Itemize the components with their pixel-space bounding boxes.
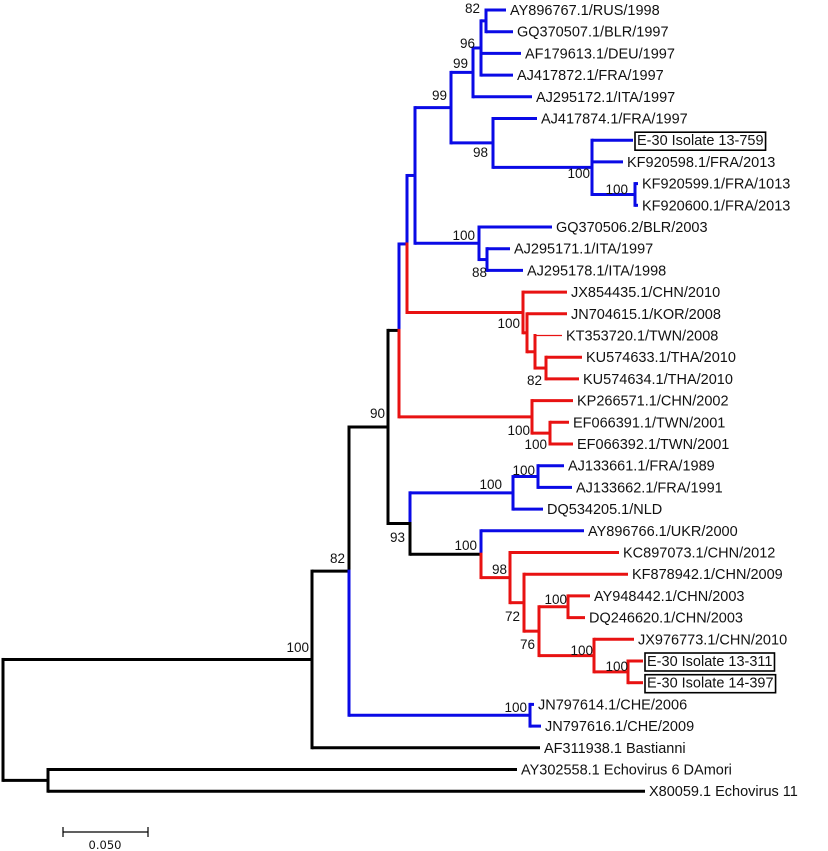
bootstrap-value: 100 xyxy=(544,592,567,607)
bootstrap-value: 82 xyxy=(527,373,542,388)
bootstrap-value: 100 xyxy=(479,477,502,492)
leaf-label: AJ295178.1/ITA/1998 xyxy=(527,263,666,279)
leaf-label: KF920599.1/FRA/1013 xyxy=(642,177,790,193)
leaf-label: AY896767.1/RUS/1998 xyxy=(510,3,660,19)
bootstrap-value: 100 xyxy=(454,538,477,553)
leaf-label: GQ370507.1/BLR/1997 xyxy=(517,25,669,41)
leaf-label: AF179613.1/DEU/1997 xyxy=(525,46,675,62)
leaf-label: AJ417872.1/FRA/1997 xyxy=(517,68,664,84)
bootstrap-value: 100 xyxy=(570,643,593,658)
leaf-label: AJ417874.1/FRA/1997 xyxy=(541,112,688,128)
bootstrap-value: 100 xyxy=(524,437,547,452)
bootstrap-value: 82 xyxy=(330,551,345,566)
leaf-label: KF878942.1/CHN/2009 xyxy=(632,567,783,583)
isolate-highlight-box xyxy=(644,652,776,672)
leaf-label: JX854435.1/CHN/2010 xyxy=(571,285,720,301)
leaf-label: AJ295171.1/ITA/1997 xyxy=(514,242,653,258)
leaf-label: KU574633.1/THA/2010 xyxy=(586,350,736,366)
bootstrap-value: 100 xyxy=(504,700,527,715)
bootstrap-value: 100 xyxy=(507,423,530,438)
leaf-label: E-30 Isolate 13-311 xyxy=(647,654,772,670)
leaf-label: KF920600.1/FRA/2013 xyxy=(642,198,790,214)
bootstrap-value: 100 xyxy=(605,659,628,674)
leaf-label: KT353720.1/TWN/2008 xyxy=(566,329,718,345)
leaf-label: JN797616.1/CHE/2009 xyxy=(545,719,694,735)
bootstrap-value: 100 xyxy=(452,228,475,243)
isolate-highlight-box xyxy=(644,673,777,694)
bootstrap-value: 90 xyxy=(370,406,385,421)
leaf-label: GQ370506.2/BLR/2003 xyxy=(556,220,708,236)
bootstrap-value: 72 xyxy=(505,609,520,624)
leaf-label: EF066391.1/TWN/2001 xyxy=(573,415,725,431)
leaf-label: EF066392.1/TWN/2001 xyxy=(577,437,729,453)
leaf-label: KF920598.1/FRA/2013 xyxy=(627,155,775,171)
leaf-label: E-30 Isolate 14-397 xyxy=(647,676,774,692)
bootstrap-value: 100 xyxy=(286,640,309,655)
leaf-label: DQ534205.1/NLD xyxy=(547,502,662,518)
leaf-label: JX976773.1/CHN/2010 xyxy=(638,632,787,648)
bootstrap-value: 100 xyxy=(497,316,520,331)
bootstrap-value: 99 xyxy=(453,56,468,71)
leaf-label: DQ246620.1/CHN/2003 xyxy=(589,611,743,627)
leaf-label: JN704615.1/KOR/2008 xyxy=(571,307,721,323)
leaf-label: AY948442.1/CHN/2003 xyxy=(594,589,744,605)
bootstrap-value: 88 xyxy=(472,265,487,280)
bootstrap-value: 98 xyxy=(492,562,507,577)
leaf-label: AJ133661.1/FRA/1989 xyxy=(568,459,715,475)
bootstrap-value: 93 xyxy=(390,530,405,545)
leaf-label: X80059.1 Echovirus 11 xyxy=(649,784,798,800)
bootstrap-value: 100 xyxy=(512,463,535,478)
isolate-highlight-box xyxy=(634,131,767,151)
bootstrap-value: 100 xyxy=(605,182,628,197)
leaf-label: AJ133662.1/FRA/1991 xyxy=(576,480,723,496)
leaf-label: AF311938.1 Bastianni xyxy=(544,741,686,757)
leaf-label: AY302558.1 Echovirus 6 DAmori xyxy=(521,763,732,779)
bootstrap-value: 76 xyxy=(520,637,535,652)
leaf-label: KC897073.1/CHN/2012 xyxy=(623,546,775,562)
leaf-label: AJ295172.1/ITA/1997 xyxy=(536,90,675,106)
scale-bar-label: 0.050 xyxy=(89,838,122,851)
bootstrap-value: 100 xyxy=(567,166,590,181)
leaf-label: E-30 Isolate 13-759 xyxy=(637,133,764,149)
leaf-label: KP266571.1/CHN/2002 xyxy=(577,394,729,410)
bootstrap-value: 99 xyxy=(432,88,447,103)
bootstrap-value: 82 xyxy=(465,1,480,16)
leaf-label: KU574634.1/THA/2010 xyxy=(583,372,733,388)
bootstrap-value: 98 xyxy=(473,145,488,160)
leaf-label: JN797614.1/CHE/2006 xyxy=(538,697,687,713)
bootstrap-value: 96 xyxy=(460,36,475,51)
leaf-label: AY896766.1/UKR/2000 xyxy=(588,524,738,540)
